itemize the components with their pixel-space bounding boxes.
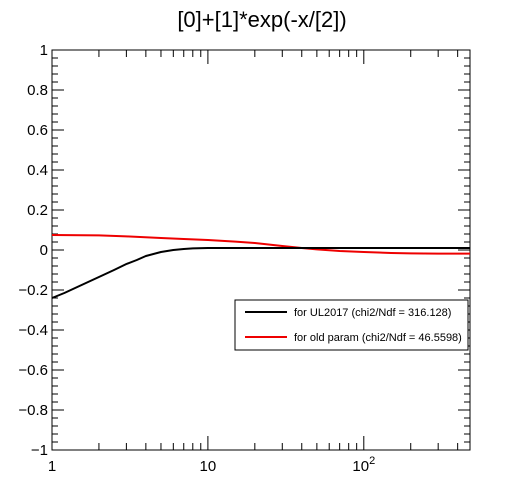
x-tick-label: 1 — [48, 458, 56, 475]
y-tick-label: 0 — [40, 242, 48, 259]
series-lines — [51, 234, 470, 299]
y-tick-label: 0.8 — [27, 82, 48, 99]
major-ticks — [51, 49, 470, 451]
legend-box — [234, 299, 469, 351]
y-tick-label: 0.2 — [27, 202, 48, 219]
legend-label-old-param: for old param (chi2/Ndf = 46.5598) — [294, 332, 462, 344]
tick-labels: 10.80.60.40.20−0.2−0.4−0.6−0.8−11 10 102 — [18, 42, 375, 475]
y-tick-label: −0.6 — [18, 362, 48, 379]
y-tick-label: 0.6 — [27, 122, 48, 139]
legend-label-ul2017: for UL2017 (chi2/Ndf = 316.128) — [294, 307, 451, 319]
y-tick-label: −0.8 — [18, 402, 48, 419]
x-tick-label-exponent: 2 — [369, 455, 375, 467]
legend: for UL2017 (chi2/Ndf = 316.128) for old … — [234, 299, 469, 351]
y-tick-label: −1 — [31, 442, 48, 459]
series-line-ul2017 — [51, 247, 470, 299]
y-tick-label: −0.2 — [18, 282, 48, 299]
series-line-old-param — [51, 234, 470, 255]
y-tick-label: −0.4 — [18, 322, 48, 339]
y-tick-label: 0.4 — [27, 162, 48, 179]
y-tick-label: 1 — [40, 42, 48, 59]
chart-title: [0]+[1]*exp(-x/[2]) — [177, 7, 346, 32]
x-tick-label: 10 — [200, 458, 217, 475]
